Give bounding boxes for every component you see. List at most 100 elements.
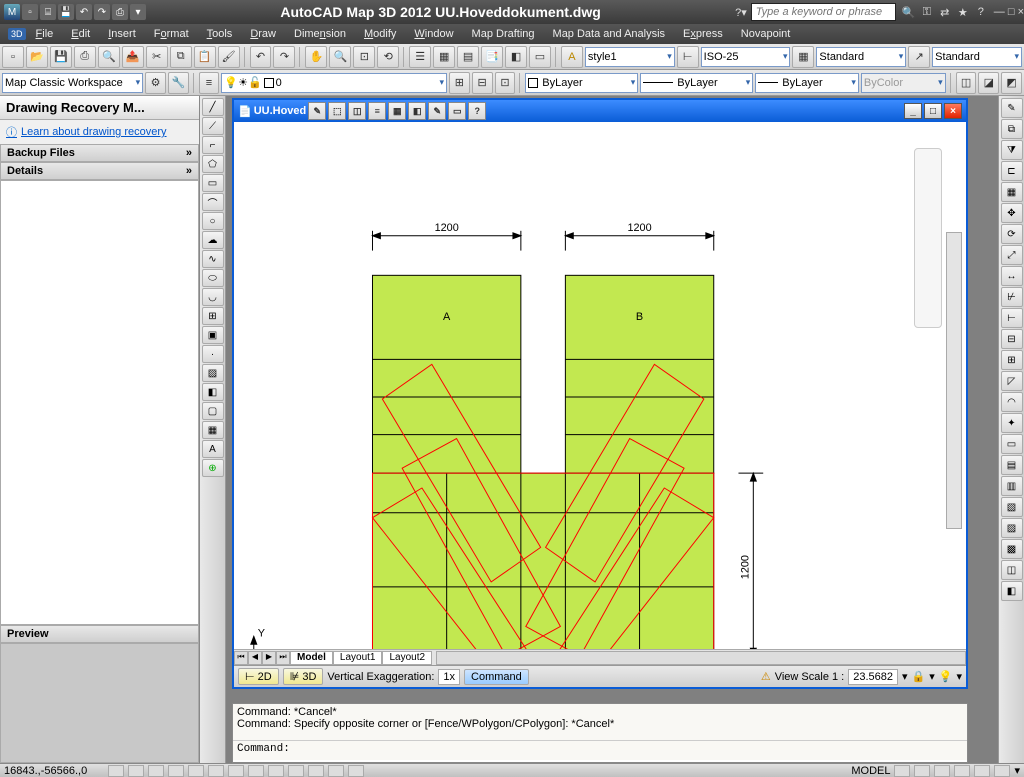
publish-button[interactable]: 📤: [122, 46, 144, 68]
dt4-icon[interactable]: ≡: [368, 102, 386, 120]
dim-icon[interactable]: A: [561, 46, 583, 68]
dt9-icon[interactable]: ?: [468, 102, 486, 120]
bulb-dd-icon[interactable]: ▾: [956, 670, 962, 683]
pan-button[interactable]: ✋: [305, 46, 327, 68]
join-icon[interactable]: ⊞: [1001, 350, 1023, 370]
close-button[interactable]: ×: [1018, 6, 1024, 18]
dimstyle-combo[interactable]: ISO-25: [701, 47, 791, 67]
menu-dimension[interactable]: Dimension: [286, 26, 354, 42]
gradient-icon[interactable]: ◧: [202, 383, 224, 401]
lock-dd-icon[interactable]: ▾: [929, 670, 935, 683]
ws-tool-icon[interactable]: 🔧: [168, 72, 189, 94]
dt3-icon[interactable]: ◫: [348, 102, 366, 120]
addsel-icon[interactable]: ⊕: [202, 459, 224, 477]
explode-icon[interactable]: ✦: [1001, 413, 1023, 433]
lock-icon[interactable]: 🔒: [912, 670, 926, 683]
coords-display[interactable]: 16843.,-56566.,0: [4, 765, 104, 777]
menu-tools[interactable]: Tools: [199, 26, 241, 42]
vertexag-field[interactable]: 1x: [438, 669, 460, 685]
m8-icon[interactable]: ◧: [1001, 581, 1023, 601]
menu-file[interactable]: File: [28, 26, 62, 42]
model-label[interactable]: MODEL: [851, 765, 890, 777]
region-icon[interactable]: ▢: [202, 402, 224, 420]
array-icon[interactable]: ▦: [1001, 182, 1023, 202]
dc-button[interactable]: ▦: [433, 46, 455, 68]
ellipse-icon[interactable]: ⬭: [202, 269, 224, 287]
standard2-combo[interactable]: Standard: [932, 47, 1022, 67]
new-icon[interactable]: ▫: [22, 4, 38, 20]
workspace-combo[interactable]: Map Classic Workspace: [2, 73, 143, 93]
tab-prev-icon[interactable]: ◀: [248, 651, 262, 665]
tray-dd-icon[interactable]: ▾: [1014, 764, 1020, 777]
ref3-icon[interactable]: ◩: [1001, 72, 1022, 94]
menu-novapoint[interactable]: Novapoint: [733, 26, 799, 42]
xline-icon[interactable]: ⟋: [202, 117, 224, 135]
trim-icon[interactable]: ⊬: [1001, 287, 1023, 307]
match-button[interactable]: 🖌: [218, 46, 240, 68]
dt5-icon[interactable]: ▦: [388, 102, 406, 120]
vs-dd-icon[interactable]: ▾: [902, 670, 908, 683]
maximize-button[interactable]: □: [1008, 6, 1015, 18]
earc-icon[interactable]: ◡: [202, 288, 224, 306]
sb1-icon[interactable]: [894, 765, 910, 777]
help-icon[interactable]: ?▾: [731, 6, 751, 19]
key-icon[interactable]: ⚿: [920, 5, 934, 19]
menu-mapdata[interactable]: Map Data and Analysis: [545, 26, 674, 42]
sb3-icon[interactable]: [934, 765, 950, 777]
mkr-button[interactable]: ◧: [505, 46, 527, 68]
osnap-button[interactable]: [188, 765, 204, 777]
copy2-icon[interactable]: ⧉: [1001, 119, 1023, 139]
preview-button[interactable]: 🔍: [98, 46, 120, 68]
ducs-button[interactable]: [248, 765, 264, 777]
doc-close-button[interactable]: ×: [944, 103, 962, 119]
m7-icon[interactable]: ◫: [1001, 560, 1023, 580]
menu-edit[interactable]: Edit: [63, 26, 98, 42]
menu-mapdrafting[interactable]: Map Drafting: [464, 26, 543, 42]
m4-icon[interactable]: ▧: [1001, 497, 1023, 517]
exchange-icon[interactable]: ⇄: [938, 5, 952, 19]
paste-button[interactable]: 📋: [194, 46, 216, 68]
ws-settings-icon[interactable]: ⚙: [145, 72, 166, 94]
lineweight-combo[interactable]: ByLayer: [755, 73, 859, 93]
tab-model[interactable]: Model: [290, 651, 333, 665]
m2-icon[interactable]: ▤: [1001, 455, 1023, 475]
sb6-icon[interactable]: [994, 765, 1010, 777]
menu-express[interactable]: Express: [675, 26, 731, 42]
doc-titlebar[interactable]: 📄 UU.Hoved ✎ ⬚ ◫ ≡ ▦ ◧ ✎ ▭ ? _ □ ×: [234, 100, 966, 122]
props-button[interactable]: ☰: [409, 46, 431, 68]
chamfer-icon[interactable]: ◸: [1001, 371, 1023, 391]
revcloud-icon[interactable]: ☁: [202, 231, 224, 249]
learn-link[interactable]: ⓘ Learn about drawing recovery: [0, 120, 199, 144]
tab-layout1[interactable]: Layout1: [333, 651, 383, 665]
redo-icon[interactable]: ↷: [94, 4, 110, 20]
menu-insert[interactable]: Insert: [100, 26, 144, 42]
save-button[interactable]: 💾: [50, 46, 72, 68]
move-icon[interactable]: ✥: [1001, 203, 1023, 223]
table-icon[interactable]: ▦: [792, 46, 814, 68]
mtext-icon[interactable]: A: [202, 440, 224, 458]
dt1-icon[interactable]: ✎: [308, 102, 326, 120]
plot-button[interactable]: ⎙: [74, 46, 96, 68]
block-icon[interactable]: ▣: [202, 326, 224, 344]
scale-icon[interactable]: ⤢: [1001, 245, 1023, 265]
offset-icon[interactable]: ⊏: [1001, 161, 1023, 181]
style-combo[interactable]: style1: [585, 47, 675, 67]
otrack-button[interactable]: [228, 765, 244, 777]
layer-prev-icon[interactable]: ⊟: [472, 72, 493, 94]
ssm-button[interactable]: 📑: [481, 46, 503, 68]
spline-icon[interactable]: ∿: [202, 250, 224, 268]
qat-dropdown-icon[interactable]: ▾: [130, 4, 146, 20]
drawing-canvas[interactable]: 1200 1200 1200 A B X Y: [234, 122, 966, 649]
command-button[interactable]: Command: [464, 669, 529, 685]
ref1-icon[interactable]: ◫: [956, 72, 977, 94]
pline-icon[interactable]: ⌐: [202, 136, 224, 154]
2d-button[interactable]: ⊢ 2D: [238, 668, 279, 685]
arc-icon[interactable]: ⌒: [202, 193, 224, 211]
search-input[interactable]: [751, 3, 896, 21]
ref2-icon[interactable]: ◪: [978, 72, 999, 94]
menu-window[interactable]: Window: [406, 26, 461, 42]
doc-min-button[interactable]: _: [904, 103, 922, 119]
zoom-rt-button[interactable]: 🔍: [329, 46, 351, 68]
standard1-combo[interactable]: Standard: [816, 47, 906, 67]
minimize-button[interactable]: —: [994, 6, 1005, 18]
